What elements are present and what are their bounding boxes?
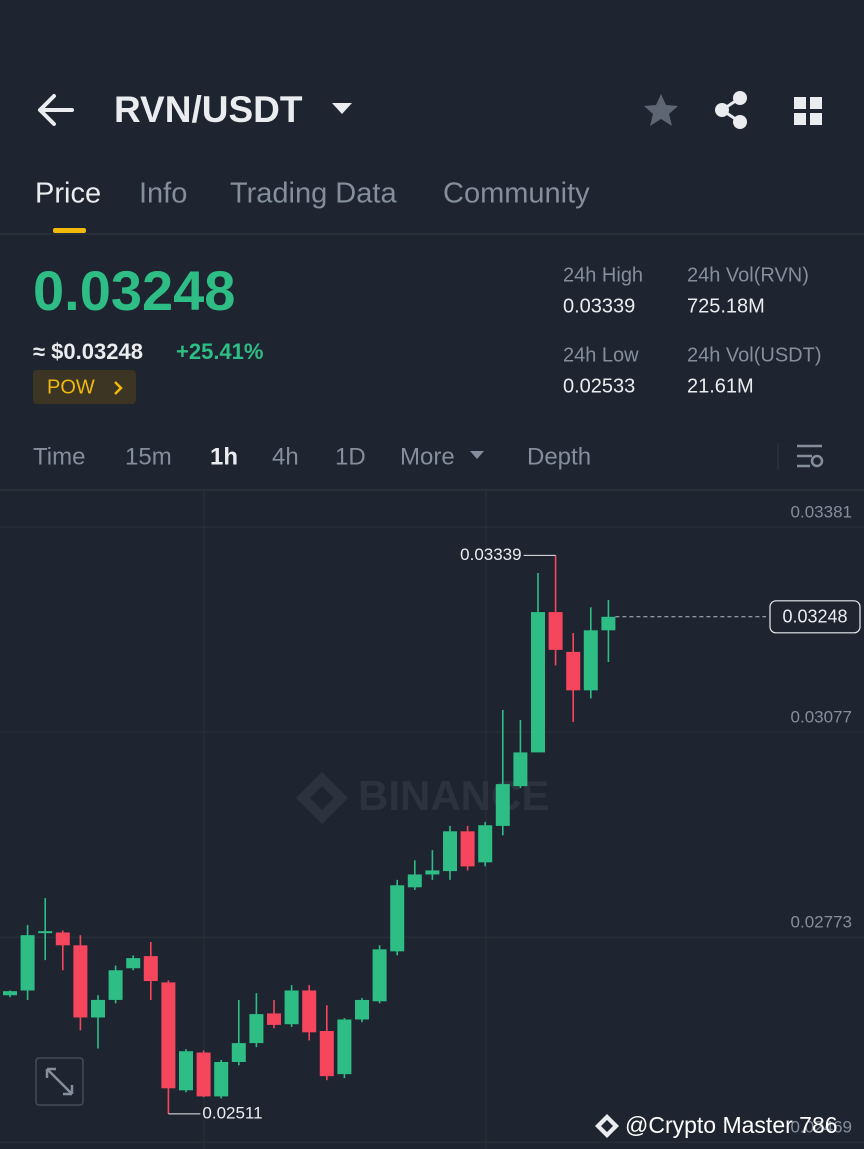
candle-body <box>531 612 545 753</box>
candle-body <box>460 831 475 867</box>
layout-cell <box>794 97 806 109</box>
expand-button[interactable] <box>35 1057 84 1106</box>
candle-body <box>179 1051 193 1091</box>
layout-cell <box>810 97 822 109</box>
interval-dropdown[interactable] <box>470 451 484 459</box>
candle-body <box>548 612 563 650</box>
candle-body <box>161 982 176 1089</box>
candle-body <box>425 870 440 875</box>
interval[interactable]: 1h <box>210 443 238 470</box>
candle-body <box>443 831 457 872</box>
tab[interactable]: Info <box>139 178 187 210</box>
stat-value: 0.02533 <box>563 375 635 397</box>
tag-badge[interactable]: POW <box>33 370 136 404</box>
stat-value: 21.61M <box>687 375 754 397</box>
candle-body <box>337 1019 352 1075</box>
stat-label: 24h Low <box>563 344 639 366</box>
stat-value: 0.03339 <box>563 295 635 317</box>
favorite-star[interactable] <box>644 94 678 126</box>
stat-label: 24h High <box>563 264 643 286</box>
candle-body <box>355 999 369 1020</box>
candle-body <box>302 990 317 1033</box>
tab[interactable]: Price <box>35 178 101 210</box>
layout-cell <box>810 113 822 125</box>
candle-body <box>108 970 123 1000</box>
interval[interactable]: 1D <box>335 443 366 470</box>
credit-text: @Crypto Master 786 <box>625 1112 838 1138</box>
candle-body <box>495 784 510 826</box>
interval[interactable]: 4h <box>272 443 299 470</box>
y-tick-label: 0.03077 <box>791 708 852 727</box>
usd-price: ≈ $0.03248 <box>33 339 143 364</box>
pair-title[interactable]: RVN/USDT <box>114 89 303 130</box>
stat-label: 24h Vol(USDT) <box>687 344 822 366</box>
layout-button[interactable] <box>794 97 822 125</box>
candle-body <box>126 958 141 969</box>
tab[interactable]: Community <box>443 178 590 210</box>
tab[interactable]: Trading Data <box>230 178 397 210</box>
low-label: 0.02511 <box>202 1103 262 1122</box>
settings-gear <box>810 454 824 468</box>
pair-dropdown[interactable] <box>332 103 352 114</box>
candle-body <box>372 949 387 1002</box>
candle-body <box>267 1013 281 1025</box>
watermark: BINANCE <box>296 772 549 824</box>
candle-body <box>91 999 105 1018</box>
last-price-label: 0.03248 <box>782 607 847 627</box>
y-tick-label: 0.02469 <box>791 1118 852 1137</box>
layout-cell <box>794 113 806 125</box>
candle-body <box>407 874 422 888</box>
candle-body <box>566 651 581 691</box>
interval[interactable]: 15m <box>125 443 172 470</box>
interval[interactable]: Time <box>33 443 85 470</box>
y-tick-label: 0.03381 <box>791 503 852 522</box>
candle-body <box>20 935 35 991</box>
back-arrow <box>38 94 74 126</box>
candle-body <box>319 1030 334 1077</box>
tag-label: POW <box>47 376 95 398</box>
high-label: 0.03339 <box>460 545 521 564</box>
candle-body <box>3 991 17 996</box>
candle-body <box>601 616 616 631</box>
interval[interactable]: More <box>400 443 455 470</box>
chart-settings[interactable] <box>797 444 824 468</box>
last-price-box <box>769 600 861 634</box>
stat-value: 725.18M <box>687 295 765 317</box>
interval[interactable]: Depth <box>527 443 591 470</box>
expand-icon <box>45 1067 74 1096</box>
candle-body <box>55 932 70 946</box>
y-tick-label: 0.02773 <box>791 913 852 932</box>
tag-chevron <box>114 381 123 395</box>
share-button[interactable] <box>715 91 747 129</box>
candle-body <box>249 1014 264 1044</box>
candle-body <box>583 630 598 691</box>
candle-body <box>73 945 88 1018</box>
tab-indicator <box>53 228 86 233</box>
settings-lines <box>797 444 822 468</box>
candle-body <box>196 1052 211 1097</box>
candlestick-chart: 0.03381 0.03077 0.02773 0.02469 0.03339 0.025… <box>0 503 864 1143</box>
share-line <box>719 96 741 124</box>
watermark-logo <box>296 772 348 824</box>
stat-label: 24h Vol(RVN) <box>687 264 809 286</box>
candle-body <box>390 885 405 952</box>
back-button[interactable] <box>38 94 74 126</box>
candle-body <box>513 752 528 787</box>
candle-body <box>38 931 53 934</box>
credit-logo <box>595 1114 619 1138</box>
candle-body <box>214 1061 229 1097</box>
candle-body <box>143 956 158 982</box>
last-price: 0.03248 <box>33 259 235 322</box>
price-change: +25.41% <box>176 339 263 364</box>
candle-body <box>478 825 493 863</box>
candle-body <box>284 990 299 1025</box>
tag-background <box>33 370 136 404</box>
credit-watermark: @Crypto Master 786 <box>595 1112 838 1138</box>
candle-body <box>231 1043 246 1062</box>
